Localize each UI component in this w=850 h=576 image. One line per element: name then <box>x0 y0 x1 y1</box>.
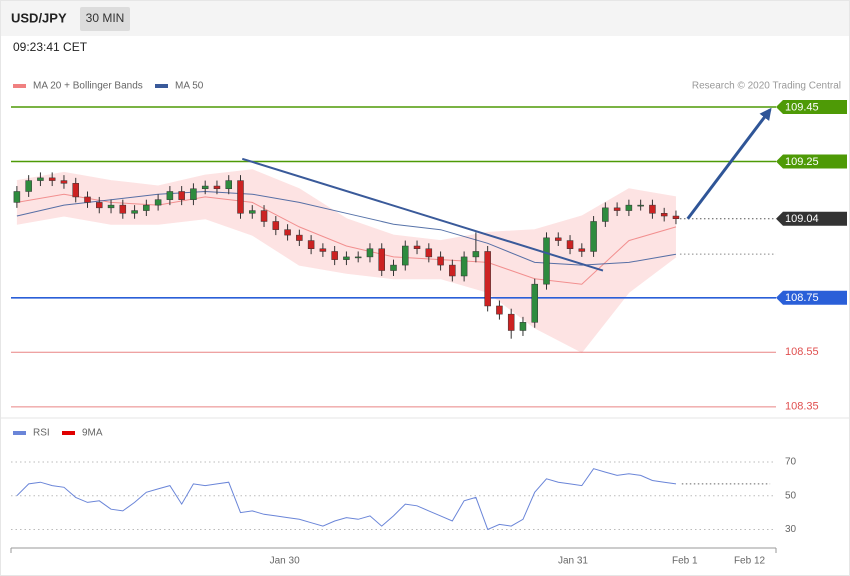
y-tick-label: 70 <box>785 457 797 468</box>
candle-body <box>590 221 597 252</box>
bollinger-upper <box>16 169 677 242</box>
level-label: 109.25 <box>785 156 819 168</box>
candle-body <box>107 204 115 209</box>
x-tick-label: Feb 1 <box>672 556 698 567</box>
candle-body <box>13 191 21 203</box>
candle-body <box>578 248 586 252</box>
candle-body <box>366 248 374 258</box>
moving-average <box>16 190 677 266</box>
candle-body <box>472 251 480 258</box>
legend-label: 9MA <box>82 428 103 439</box>
candle-body <box>331 251 338 260</box>
candle-body <box>354 256 362 259</box>
x-tick-label: Jan 31 <box>558 556 588 567</box>
candle-body <box>390 264 397 271</box>
header-bar <box>1 1 849 36</box>
candle-body <box>602 207 609 222</box>
y-tick-label: 30 <box>785 524 797 535</box>
level-label: 108.55 <box>785 346 819 358</box>
candle-body <box>201 185 209 190</box>
candle-body <box>131 210 138 214</box>
candle-body <box>37 177 44 181</box>
level-tag <box>776 99 847 114</box>
candle-body <box>625 204 633 211</box>
candle-body <box>449 264 456 277</box>
timestamp: 09:23:41 CET <box>13 40 88 54</box>
level-label: 108.75 <box>785 292 819 304</box>
candle-body <box>543 237 550 285</box>
candle-body <box>213 185 221 190</box>
candle-body <box>637 204 644 207</box>
candle-body <box>166 191 174 200</box>
candle-body <box>307 240 315 249</box>
candle-body <box>672 215 680 219</box>
candle-body <box>507 313 515 331</box>
trend-line <box>241 157 604 272</box>
candle-body <box>555 237 562 241</box>
candle-body <box>72 183 79 198</box>
level-tag <box>776 211 847 226</box>
candle-body <box>660 213 668 217</box>
candle-body <box>272 221 280 230</box>
legend-swatch <box>13 84 26 88</box>
candle-body <box>178 191 185 200</box>
candle-body <box>60 180 68 184</box>
candle-body <box>84 196 91 203</box>
candle-body <box>260 210 268 222</box>
legend-label: MA 20 + Bollinger Bands <box>33 81 143 92</box>
candle-body <box>496 305 503 315</box>
candle-body <box>225 180 232 190</box>
legend-label: MA 50 <box>175 81 204 92</box>
x-tick-label: Jan 30 <box>270 556 300 567</box>
level-label: 108.35 <box>785 401 819 413</box>
bollinger-lower <box>16 215 677 353</box>
interval-button[interactable] <box>80 7 130 31</box>
candle-body <box>237 180 244 214</box>
moving-average <box>16 193 677 285</box>
candle-body <box>119 204 127 214</box>
candle-body <box>613 207 621 211</box>
level-label: 109.04 <box>785 213 819 225</box>
candle-body <box>413 245 421 249</box>
x-tick-label: Feb 12 <box>734 556 766 567</box>
candle-body <box>284 229 291 236</box>
candle-body <box>48 177 56 181</box>
candle-body <box>484 251 491 307</box>
candle-body <box>25 180 32 192</box>
y-tick-label: 50 <box>785 490 797 501</box>
candle-body <box>343 256 350 260</box>
level-tag <box>776 290 847 305</box>
candle-body <box>649 204 656 214</box>
symbol: USD/JPY <box>11 10 67 25</box>
credit: Research © 2020 Trading Central <box>692 81 841 92</box>
candle-body <box>96 202 103 209</box>
candle-body <box>460 256 468 277</box>
legend-swatch <box>62 431 75 435</box>
legend-swatch <box>13 431 26 435</box>
level-tag <box>776 154 847 169</box>
rsi-line <box>16 468 677 531</box>
candle-body <box>296 234 303 241</box>
candle-body <box>402 245 409 266</box>
legend-swatch <box>155 84 168 88</box>
candle-body <box>190 188 197 200</box>
candle-body <box>437 256 444 266</box>
candle-body <box>319 248 327 252</box>
candle-body <box>154 199 162 206</box>
candle-body <box>566 240 574 249</box>
candle-body <box>143 204 150 211</box>
forecast-arrow <box>686 107 772 220</box>
candle-body <box>249 210 256 214</box>
legend-label: RSI <box>33 428 50 439</box>
candle-body <box>531 283 538 323</box>
level-label: 109.45 <box>785 101 819 113</box>
candle-body <box>378 248 385 271</box>
candle-body <box>425 248 433 258</box>
interval[interactable]: 30 MIN <box>86 11 125 25</box>
candle-body <box>519 322 527 331</box>
